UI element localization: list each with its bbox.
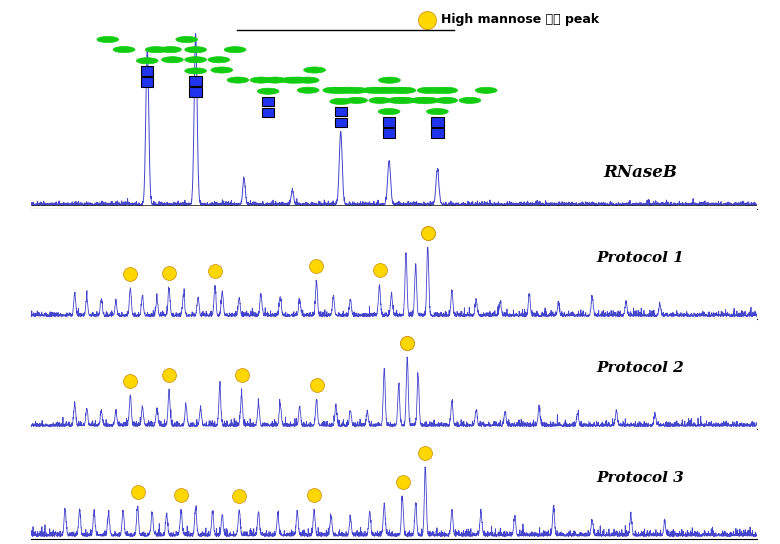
Circle shape: [224, 47, 246, 53]
Text: 4000: 4000: [381, 219, 407, 228]
Bar: [262, 96, 275, 106]
Circle shape: [363, 87, 384, 93]
Circle shape: [297, 87, 319, 93]
Circle shape: [417, 87, 439, 94]
Circle shape: [176, 36, 197, 42]
Circle shape: [303, 67, 325, 73]
Circle shape: [161, 57, 183, 63]
Text: 3000: 3000: [139, 329, 165, 338]
Circle shape: [388, 97, 410, 103]
Circle shape: [369, 87, 391, 94]
Circle shape: [427, 87, 448, 94]
Circle shape: [378, 87, 399, 94]
Circle shape: [394, 87, 416, 94]
Bar: [431, 128, 444, 138]
Circle shape: [288, 77, 309, 83]
Circle shape: [257, 88, 279, 94]
Bar: [141, 77, 154, 87]
Bar: [335, 118, 347, 127]
Bar: [190, 76, 202, 86]
Circle shape: [97, 36, 119, 42]
Bar: [431, 117, 444, 127]
Circle shape: [330, 98, 352, 104]
Circle shape: [264, 77, 286, 83]
Circle shape: [185, 57, 207, 63]
Circle shape: [388, 87, 410, 94]
Circle shape: [323, 87, 345, 93]
Circle shape: [475, 87, 497, 94]
Text: 3000: 3000: [139, 219, 165, 228]
Text: 5000: 5000: [622, 329, 649, 338]
Circle shape: [136, 58, 158, 64]
Circle shape: [113, 47, 135, 53]
Bar: [383, 128, 395, 138]
Circle shape: [160, 47, 182, 53]
Circle shape: [329, 87, 351, 94]
Circle shape: [394, 97, 416, 103]
Circle shape: [436, 97, 458, 103]
Text: Protocol 3: Protocol 3: [597, 471, 684, 485]
Circle shape: [185, 68, 207, 74]
Circle shape: [346, 87, 367, 94]
Text: Protocol 1: Protocol 1: [597, 251, 684, 265]
Bar: [335, 107, 347, 116]
Circle shape: [250, 77, 272, 83]
Circle shape: [208, 57, 230, 63]
Text: 5000: 5000: [622, 219, 649, 228]
Text: 4000: 4000: [381, 438, 407, 448]
Circle shape: [378, 77, 400, 83]
Circle shape: [417, 97, 439, 103]
Circle shape: [145, 47, 167, 53]
Circle shape: [369, 97, 391, 103]
Text: RNaseB: RNaseB: [604, 164, 678, 181]
Circle shape: [346, 97, 367, 103]
Circle shape: [459, 97, 480, 103]
Circle shape: [427, 109, 448, 115]
Text: 3000: 3000: [139, 438, 165, 448]
Circle shape: [281, 77, 303, 83]
Text: 5000: 5000: [622, 438, 649, 448]
Circle shape: [185, 47, 207, 53]
Text: High mannose 예상 peak: High mannose 예상 peak: [441, 13, 599, 26]
Bar: [383, 117, 395, 127]
Circle shape: [337, 87, 359, 93]
Text: 4000: 4000: [381, 329, 407, 338]
Bar: [190, 87, 202, 97]
Circle shape: [436, 87, 458, 94]
Bar: [141, 66, 154, 76]
Circle shape: [411, 97, 432, 103]
Circle shape: [227, 77, 249, 83]
Circle shape: [378, 109, 400, 115]
Bar: [262, 108, 275, 118]
Circle shape: [297, 77, 319, 83]
Circle shape: [211, 67, 232, 73]
Text: Protocol 2: Protocol 2: [597, 361, 684, 375]
